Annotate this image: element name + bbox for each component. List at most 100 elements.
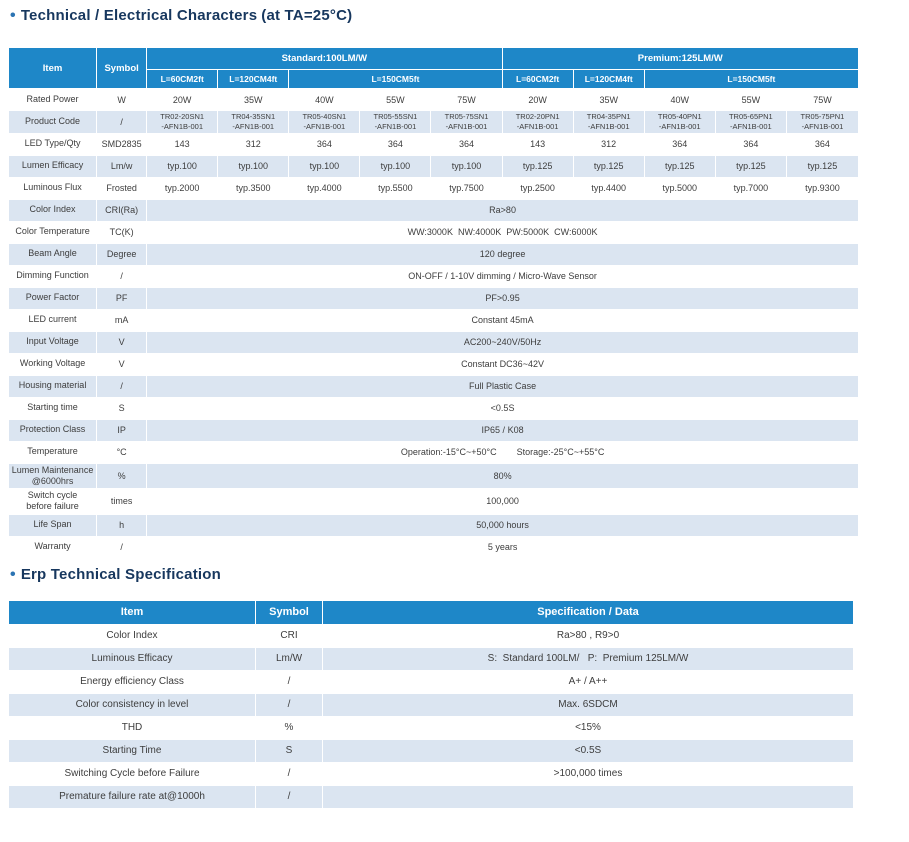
bullet-icon: • [10,7,16,24]
section-title-technical: • Technical / Electrical Characters (at TA… [10,7,909,25]
table-row: Luminous Flux Frosted typ.2000 typ.3500 typ.… [7,176,860,200]
row-value: typ.100 [288,154,361,178]
table-row: Working Voltage V Constant DC36~42V [7,352,859,376]
row-value: typ.4000 [288,176,361,200]
row-symbol: / [96,264,148,288]
row-value: 143 [501,132,574,156]
row-symbol: S [255,738,323,763]
table-row: Starting time S <0.5S [7,396,859,420]
row-value-merged: 100,000 [146,488,859,515]
row-value-merged: Operation:-15°C~+50°C Storage:-25°C~+55°… [146,440,859,464]
row-value: TR04-35SN1 -AFN1B-001 [217,110,290,134]
row-symbol: mA [96,308,148,332]
row-value-merged: 5 years [146,535,859,559]
row-value: 75W [785,88,860,111]
row-item-label: Switch cycle before failure [7,488,98,515]
column-header-symbol: Symbol [96,47,148,89]
bullet-icon: • [10,565,16,583]
table2-column-header: Symbol [255,599,323,625]
row-symbol: times [96,488,148,515]
row-item-label: Power Factor [7,286,98,310]
row-symbol: V [96,352,148,376]
row-item-label: Protection Class [7,418,98,442]
table-row: Housing material / Full Plastic Case [7,374,859,398]
row-value-merged: <0.5S [146,396,859,420]
row-value: typ.100 [217,154,290,178]
table-row: Power Factor PF PF>0.95 [7,286,859,310]
row-spec-value: Ra>80 , R9>0 [322,623,854,648]
row-item-label: Starting time [7,396,98,420]
row-symbol: / [255,669,323,694]
row-symbol: W [96,88,148,111]
row-symbol: % [255,715,323,740]
row-value: 20W [501,88,574,111]
row-value: typ.4400 [572,176,645,200]
table-row: LED Type/Qty SMD2835 143 312 364 364 364 143 312… [7,132,860,156]
section-title-erp: • Erp Technical Specification [10,566,909,584]
column-subheader-length: L=120CM4ft [572,69,645,89]
section-title-erp-text: Erp Technical Specification [20,565,221,583]
table-row: Product Code / TR02-20SN1 -AFN1B-001 TR04-3… [7,110,860,134]
row-value: 312 [572,132,645,156]
table-row: Input Voltage V AC200~240V/50Hz [7,330,859,354]
row-value-merged: Full Plastic Case [146,374,859,398]
table2-head: Item Symbol Specification / Data [8,599,854,625]
row-value-merged: Constant DC36~42V [146,352,859,376]
row-item-label: Switching Cycle before Failure [8,761,256,786]
row-symbol: / [96,110,148,134]
row-value: TR05-55SN1 -AFN1B-001 [359,110,432,134]
table-row: Color Temperature TC(K) WW:3000K NW:4000K … [7,220,859,244]
table-row: Life Span h 50,000 hours [7,513,859,537]
row-value: 35W [572,88,645,111]
row-value: typ.100 [430,154,503,178]
table2-column-header: Item [8,599,256,625]
row-value: typ.125 [643,154,716,178]
row-value: TR05-40PN1 -AFN1B-001 [643,110,716,134]
row-value: 364 [643,132,716,156]
row-value: typ.100 [146,154,219,178]
row-value: typ.7500 [430,176,503,200]
table-row: Beam Angle Degree 120 degree [7,242,859,266]
row-item-label: Lumen Efficacy [7,154,98,178]
technical-electrical-table: Item Symbol Standard:100LM/W Premium:125LM/… [7,47,860,559]
row-symbol: S [96,396,148,420]
row-item-label: Beam Angle [7,242,98,266]
datasheet-page: • Technical / Electrical Characters (at TA… [0,7,909,809]
row-item-label: Life Span [7,513,98,537]
row-value: 75W [430,88,503,111]
row-symbol: TC(K) [96,220,148,244]
row-symbol: V [96,330,148,354]
row-symbol: / [96,374,148,398]
row-symbol: h [96,513,148,537]
row-value: 312 [217,132,290,156]
row-item-label: Dimming Function [7,264,98,288]
table-row: Lumen Efficacy Lm/w typ.100 typ.100 typ.100 t… [7,154,860,178]
row-value: typ.7000 [714,176,787,200]
row-symbol: SMD2835 [96,132,148,156]
table2-body: Color Index CRI Ra>80 , R9>0 Luminous Effic… [8,623,854,809]
row-value-merged: AC200~240V/50Hz [146,330,859,354]
row-value: TR04-35PN1 -AFN1B-001 [572,110,645,134]
erp-specification-table: Item Symbol Specification / Data Color Inde… [8,599,854,809]
row-value-merged: Ra>80 [146,198,859,222]
row-value: 35W [217,88,290,111]
row-value: 364 [359,132,432,156]
row-value-merged: WW:3000K NW:4000K PW:5000K CW:6000K [146,220,859,244]
row-value: typ.2500 [501,176,574,200]
column-group-header: Premium:125LM/W [501,47,860,70]
row-value: typ.2000 [146,176,219,200]
row-spec-value: Max. 6SDCM [322,692,854,717]
row-symbol: CRI(Ra) [96,198,148,222]
row-value: 40W [643,88,716,111]
row-value-merged: PF>0.95 [146,286,859,310]
row-value: 20W [146,88,219,111]
row-item-label: Housing material [7,374,98,398]
row-symbol: Frosted [96,176,148,200]
row-value: TR05-40SN1 -AFN1B-001 [288,110,361,134]
row-value-merged: 80% [146,462,859,489]
row-item-label: Color Temperature [7,220,98,244]
row-symbol: Lm/w [96,154,148,178]
row-value: 55W [359,88,432,111]
row-spec-value: A+ / A++ [322,669,854,694]
row-symbol: % [96,462,148,489]
